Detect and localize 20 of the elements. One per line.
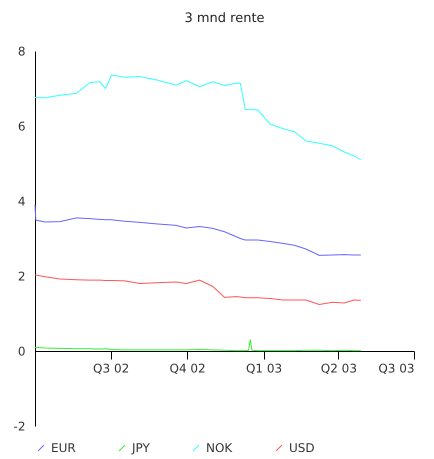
y-tick-label: 4: [18, 194, 26, 208]
y-tick-label: 2: [18, 270, 26, 284]
line-series: [34, 74, 362, 160]
line-series: [34, 204, 362, 256]
line-series: [34, 339, 362, 352]
y-tick-label: 6: [18, 120, 26, 134]
y-tick-label: 0: [18, 344, 26, 358]
y-tick-label: 8: [18, 44, 26, 58]
x-tick-label: Q1 03: [246, 362, 282, 376]
legend-label: USD: [289, 441, 315, 455]
legend-label: NOK: [206, 441, 234, 455]
x-tick-label: Q4 02: [170, 362, 206, 376]
y-tick-label: -2: [14, 420, 26, 434]
chart-title: 3 mnd rente: [184, 11, 265, 26]
legend-label: EUR: [51, 441, 76, 455]
x-tick-label: Q3 02: [93, 362, 130, 376]
line-series: [34, 274, 362, 305]
x-tick-label: Q2 03: [320, 362, 357, 376]
legend-label: JPY: [131, 441, 151, 455]
x-tick-label: Q3 03: [378, 362, 414, 376]
